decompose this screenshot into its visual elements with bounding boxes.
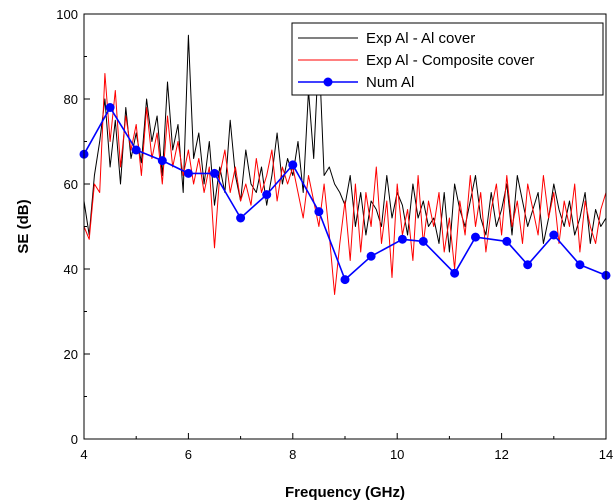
data-point-2 xyxy=(502,236,512,246)
data-point-2 xyxy=(397,234,407,244)
x-tick-label: 4 xyxy=(80,447,87,462)
data-point-2 xyxy=(523,260,533,270)
data-point-2 xyxy=(131,145,141,155)
ticks-layer: 4 6 8 10 12 14 0 20 40 60 80 100 xyxy=(56,7,613,462)
series-line-2 xyxy=(83,106,607,281)
y-axis-label: SE (dB) xyxy=(15,199,32,253)
x-tick-label: 14 xyxy=(599,447,613,462)
x-tick-label: 6 xyxy=(185,447,192,462)
series-layer xyxy=(79,34,611,295)
data-point-2 xyxy=(575,260,585,270)
legend-label-2: Num Al xyxy=(366,74,414,91)
data-point-2 xyxy=(236,213,246,223)
data-point-2 xyxy=(418,236,428,246)
y-tick-label: 0 xyxy=(71,432,78,447)
x-tick-label: 10 xyxy=(390,447,404,462)
legend-box xyxy=(291,22,604,96)
data-point-2 xyxy=(262,190,272,200)
x-axis-label: Frequency (GHz) xyxy=(285,484,405,501)
data-point-2 xyxy=(450,268,460,278)
legend: Exp Al - Al cover Exp Al - Composite cove… xyxy=(291,22,604,96)
data-point-2 xyxy=(366,251,376,261)
y-tick-label: 20 xyxy=(64,347,78,362)
data-point-2 xyxy=(288,160,298,170)
legend-label-0: Exp Al - Al cover xyxy=(366,30,475,47)
data-point-2 xyxy=(314,207,324,217)
data-point-2 xyxy=(105,103,115,112)
data-point-2 xyxy=(340,275,350,285)
legend-label-1: Exp Al - Composite cover xyxy=(366,52,534,69)
data-point-2 xyxy=(549,230,559,240)
y-tick-label: 40 xyxy=(64,262,78,277)
y-tick-label: 80 xyxy=(64,92,78,107)
series-line-1 xyxy=(83,73,607,295)
data-point-2 xyxy=(157,156,167,166)
y-tick-label: 60 xyxy=(64,177,78,192)
data-point-2 xyxy=(210,168,219,178)
data-point-2 xyxy=(471,232,480,242)
legend-marker-2 xyxy=(323,77,333,87)
x-tick-label: 12 xyxy=(494,447,508,462)
y-tick-label: 100 xyxy=(56,7,78,22)
data-point-2 xyxy=(183,168,193,178)
x-tick-label: 8 xyxy=(289,447,296,462)
